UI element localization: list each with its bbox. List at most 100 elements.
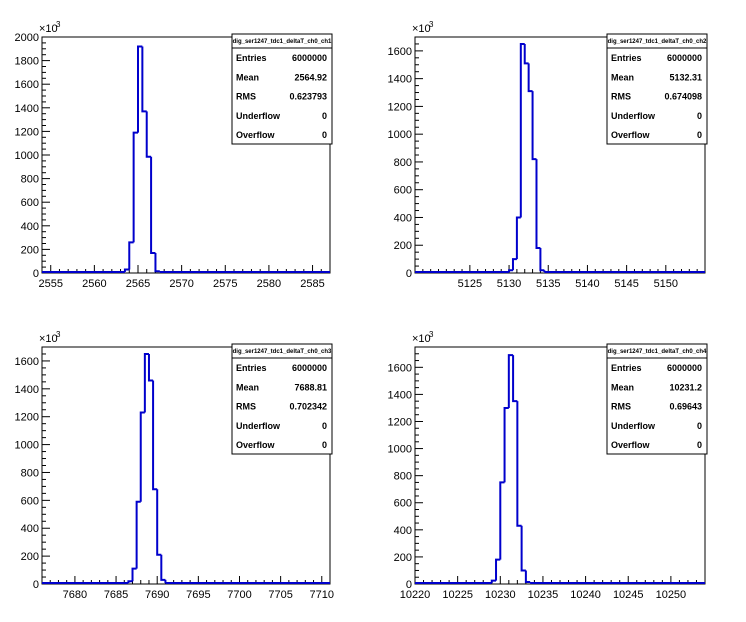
x-tick-label: 2565 xyxy=(126,278,150,290)
y-tick-label: 200 xyxy=(394,240,412,252)
x-tick-label: 7700 xyxy=(227,589,251,601)
stats-box xyxy=(606,33,708,145)
stats-label: Overflow xyxy=(611,130,651,140)
y-tick-label: 1600 xyxy=(15,356,39,368)
histogram-bin xyxy=(152,380,158,491)
stats-label: Mean xyxy=(236,382,259,392)
stats-value: 0 xyxy=(697,130,702,140)
histogram-bin xyxy=(154,252,160,273)
x-tick-label: 10220 xyxy=(400,589,431,601)
histogram-panel-3: 0 200 400 600 800 1000 1200 1400 1600 7680 7685 769… xyxy=(15,330,334,601)
y-tick-label: 600 xyxy=(394,185,412,197)
stats-label: Overflow xyxy=(611,440,651,450)
stats-value: 0.623793 xyxy=(289,92,327,102)
stats-value: 6000000 xyxy=(667,363,702,373)
histogram-bin xyxy=(499,481,505,560)
histogram-bin xyxy=(531,91,537,161)
histogram-bin xyxy=(139,411,145,502)
y-tick-label: 800 xyxy=(394,157,412,169)
y-exponent-power: 3 xyxy=(429,20,434,29)
y-tick-label: 1800 xyxy=(15,56,39,68)
y-tick-label: 0 xyxy=(406,579,412,591)
histogram-bin xyxy=(508,269,513,272)
stats-value: 6000000 xyxy=(292,53,327,63)
histogram-bin xyxy=(515,216,521,260)
histogram-bin xyxy=(527,63,533,93)
x-tick-label: 5140 xyxy=(575,278,599,290)
x-tick-label: 10245 xyxy=(613,589,644,601)
y-tick-label: 1000 xyxy=(15,440,39,452)
x-tick-label: 10230 xyxy=(485,589,516,601)
x-tick-label: 2580 xyxy=(257,278,281,290)
x-tick-label: 2575 xyxy=(213,278,237,290)
stats-label: Mean xyxy=(611,382,634,392)
stats-label: Mean xyxy=(236,72,259,82)
histogram-bin xyxy=(511,258,517,271)
histogram-bin xyxy=(132,131,138,243)
histogram-bin xyxy=(156,489,162,556)
x-tick-label: 5135 xyxy=(536,278,560,290)
histogram-bin xyxy=(519,42,525,218)
y-exponent-label: ×10 xyxy=(412,23,431,35)
histogram-panel-4: 0 200 400 600 800 1000 1200 1400 1600 10220 10225 1… xyxy=(388,330,708,601)
y-tick-label: 2000 xyxy=(15,32,39,44)
stats-value: 0 xyxy=(697,440,702,450)
stats-value: 0.674098 xyxy=(664,92,702,102)
stats-value: 0 xyxy=(322,111,327,121)
x-tick-label: 7680 xyxy=(63,589,87,601)
stats-label: Entries xyxy=(611,363,642,373)
histogram-bin xyxy=(141,46,147,113)
y-tick-label: 600 xyxy=(21,495,39,507)
stats-label: RMS xyxy=(611,402,631,412)
histogram-bin xyxy=(490,579,497,583)
stats-value: 6000000 xyxy=(292,363,327,373)
histogram-bin xyxy=(507,354,514,408)
stats-label: Underflow xyxy=(611,111,656,121)
stats-value: 0.69643 xyxy=(669,402,702,412)
y-tick-label: 1000 xyxy=(388,444,412,456)
histogram-bin xyxy=(539,248,545,272)
stats-label: Underflow xyxy=(236,111,281,121)
y-exponent-label: ×10 xyxy=(39,23,58,35)
stats-value: 6000000 xyxy=(667,53,702,63)
histogram-bin xyxy=(143,352,149,413)
histogram-bin xyxy=(512,355,518,403)
x-tick-label: 5125 xyxy=(458,278,482,290)
stats-label: RMS xyxy=(236,92,256,102)
histogram-bin xyxy=(128,241,134,270)
histogram-bin xyxy=(524,570,531,583)
y-tick-label: 600 xyxy=(394,498,412,510)
stats-box xyxy=(606,343,708,455)
stats-value: 2564.92 xyxy=(294,72,327,82)
stats-label: Mean xyxy=(611,72,634,82)
y-exponent-power: 3 xyxy=(429,330,434,339)
x-tick-label: 2585 xyxy=(300,278,324,290)
x-tick-label: 5150 xyxy=(654,278,678,290)
y-tick-label: 200 xyxy=(394,552,412,564)
y-tick-label: 200 xyxy=(21,244,39,256)
x-tick-label: 5145 xyxy=(614,278,638,290)
y-tick-label: 400 xyxy=(394,525,412,537)
y-tick-label: 600 xyxy=(21,197,39,209)
histogram-bin xyxy=(147,353,154,382)
y-tick-label: 1200 xyxy=(388,416,412,428)
y-tick-label: 800 xyxy=(21,467,39,479)
stats-title: dig_ser1247_tdc1_deltaT_ch0_ch3 xyxy=(233,349,332,355)
stats-value: 0 xyxy=(322,440,327,450)
y-exponent-label: ×10 xyxy=(39,333,58,345)
y-tick-label: 400 xyxy=(394,212,412,224)
stats-box xyxy=(231,33,333,145)
histogram-bin xyxy=(503,406,509,483)
y-tick-label: 1600 xyxy=(15,79,39,91)
stats-value: 0 xyxy=(697,111,702,121)
y-exponent-label: ×10 xyxy=(412,333,431,345)
histogram-bin xyxy=(137,45,143,133)
y-tick-label: 1000 xyxy=(15,150,39,162)
stats-label: Underflow xyxy=(611,421,656,431)
y-tick-label: 0 xyxy=(33,579,39,591)
stats-label: Overflow xyxy=(236,440,276,450)
x-tick-label: 7710 xyxy=(310,589,334,601)
histogram-bin xyxy=(160,554,166,581)
x-tick-label: 7690 xyxy=(145,589,169,601)
y-tick-label: 0 xyxy=(33,268,39,280)
